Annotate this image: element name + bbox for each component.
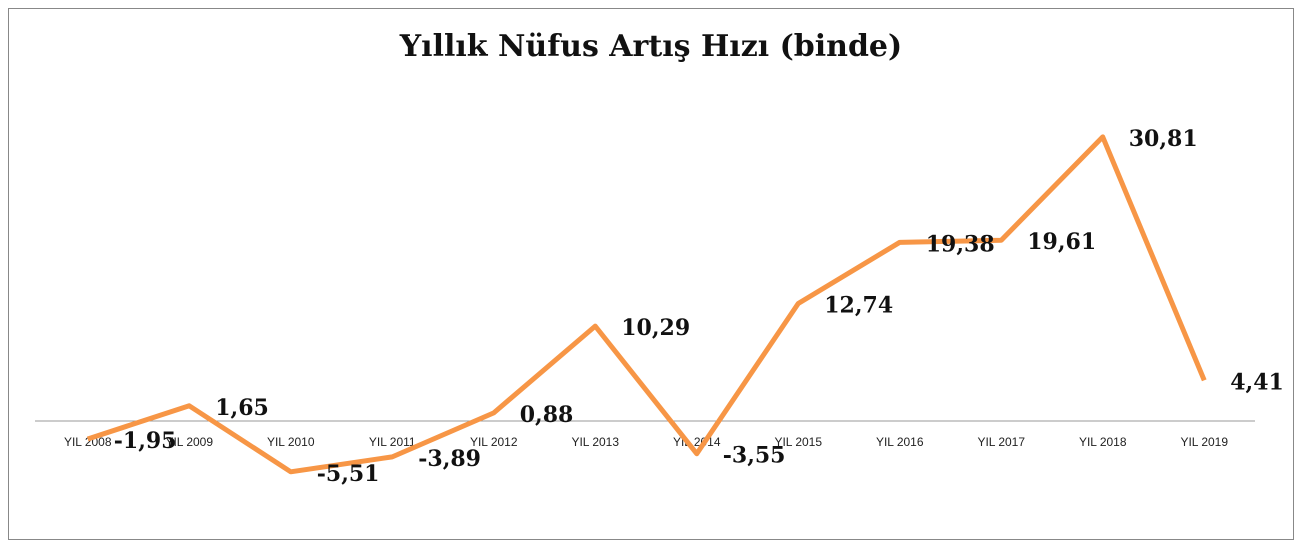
data-label: 12,74 (824, 293, 893, 319)
x-tick-label: YIL 2014 (673, 435, 721, 449)
x-tick-label: YIL 2016 (876, 435, 924, 449)
x-tick-label: YIL 2009 (165, 435, 213, 449)
x-tick-label: YIL 2013 (571, 435, 619, 449)
x-tick-label: YIL 2015 (774, 435, 822, 449)
data-label: -3,89 (418, 446, 481, 472)
data-label: -3,55 (723, 443, 786, 469)
data-label: 30,81 (1129, 126, 1198, 152)
data-label: 4,41 (1230, 369, 1284, 395)
data-label: 0,88 (520, 402, 574, 428)
chart-title: Yıllık Nüfus Artış Hızı (binde) (399, 29, 902, 64)
x-tick-label: YIL 2017 (977, 435, 1025, 449)
data-label: 19,38 (926, 231, 995, 257)
x-tick-label: YIL 2018 (1079, 435, 1127, 449)
data-label: -5,51 (317, 461, 380, 487)
data-label: -1,95 (114, 428, 177, 454)
data-line (86, 134, 1207, 475)
x-tick-label: YIL 2008 (64, 435, 112, 449)
x-tick-label: YIL 2010 (267, 435, 315, 449)
x-tick-label: YIL 2019 (1180, 435, 1228, 449)
data-label: 19,61 (1027, 229, 1096, 255)
x-tick-label: YIL 2012 (470, 435, 518, 449)
data-label: 1,65 (215, 395, 269, 421)
x-tick-label: YIL 2011 (369, 435, 416, 449)
chart-frame (8, 8, 1294, 540)
data-label: 10,29 (621, 315, 690, 341)
